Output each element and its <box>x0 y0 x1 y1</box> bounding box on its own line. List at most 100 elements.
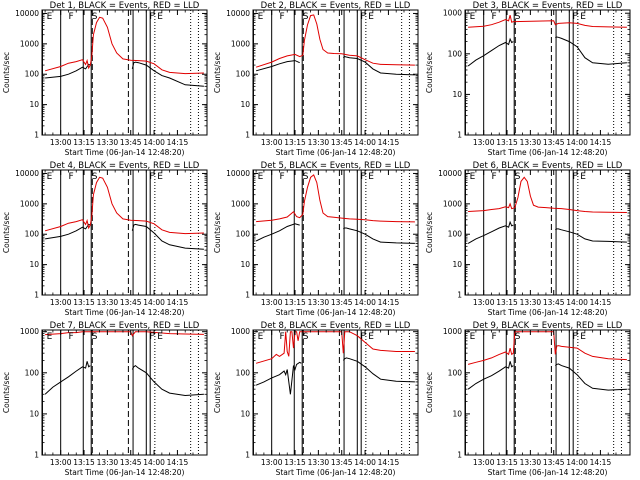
lld-series-line <box>255 14 415 68</box>
detector-panel-4: Det 4, BLACK = Events, RED = LLD Counts/s… <box>2 161 208 317</box>
y-tick-label: 1000 <box>20 327 39 336</box>
detector-panel-8: Det 8, BLACK = Events, RED = LLD Counts/s… <box>213 321 419 477</box>
x-tick-label: 14:15 <box>378 138 400 147</box>
x-tick-label: 14:00 <box>143 298 165 307</box>
y-axis-label: Counts/sec <box>425 52 434 93</box>
x-tick-label: 13:00 <box>261 138 283 147</box>
y-tick-label: 1 <box>245 451 250 460</box>
lld-series-line <box>256 174 415 223</box>
segment-markers <box>465 330 622 455</box>
panel-title: Det 5, BLACK = Events, RED = LLD <box>261 161 411 171</box>
segment-label: E <box>157 172 163 182</box>
plot-frame <box>41 9 208 136</box>
plot-frame <box>464 329 631 456</box>
events-series-line <box>467 220 627 244</box>
segment-label: F <box>360 172 365 182</box>
x-tick-label: 13:45 <box>331 138 353 147</box>
events-series-line <box>255 56 415 76</box>
x-tick-label: 13:15 <box>284 458 306 467</box>
panel-title: Det 6, BLACK = Events, RED = LLD <box>473 161 623 171</box>
segment-label: S <box>92 172 98 182</box>
y-tick-label: 10000 <box>438 169 462 178</box>
panel-title: Det 8, BLACK = Events, RED = LLD <box>261 321 411 331</box>
segment-label: S <box>92 12 98 22</box>
x-axis-label: Start Time (06-Jan-14 12:48:20) <box>488 468 608 477</box>
lld-series-line <box>45 331 204 337</box>
segment-label: E <box>470 172 476 182</box>
y-tick-label: 10 <box>452 90 462 99</box>
y-tick-label: 10 <box>452 409 462 418</box>
segment-label: F <box>279 332 284 342</box>
y-axis-label: Counts/sec <box>425 372 434 413</box>
y-tick-label: 10000 <box>226 9 250 18</box>
y-axis-label: Counts/sec <box>213 372 222 413</box>
events-series-line <box>255 223 415 244</box>
x-tick-label: 13:45 <box>120 298 142 307</box>
x-tick-label: 13:45 <box>331 458 353 467</box>
x-tick-label: 13:15 <box>73 458 95 467</box>
segment-label: S <box>303 172 309 182</box>
lld-series-line <box>44 176 204 235</box>
segment-label: E <box>258 12 264 22</box>
segment-label: F <box>149 12 154 22</box>
plot-frame <box>41 329 208 456</box>
segment-markers <box>253 330 410 455</box>
plot-frame <box>252 169 419 296</box>
events-series-line <box>45 61 204 87</box>
x-tick-label: 14:00 <box>143 138 165 147</box>
segment-markers <box>465 10 622 135</box>
y-tick-label: 100 <box>25 368 40 377</box>
segment-markers <box>465 170 622 295</box>
segment-label: S <box>515 12 521 22</box>
y-tick-label: 1 <box>245 291 250 300</box>
segment-label: E <box>47 12 53 22</box>
segment-label: F <box>68 332 73 342</box>
x-axis-label: Start Time (06-Jan-14 12:48:20) <box>276 148 396 157</box>
x-tick-label: 13:00 <box>473 138 495 147</box>
y-tick-label: 100 <box>448 49 463 58</box>
y-tick-label: 10000 <box>15 9 39 18</box>
segment-label: F <box>572 172 577 182</box>
y-tick-label: 10000 <box>15 169 39 178</box>
x-tick-label: 13:45 <box>543 298 565 307</box>
x-axis-label: Start Time (06-Jan-14 12:48:20) <box>488 148 608 157</box>
x-tick-label: 13:30 <box>97 458 119 467</box>
events-series-line <box>255 357 415 395</box>
panel-title: Det 7, BLACK = Events, RED = LLD <box>50 321 200 331</box>
segment-label: S <box>303 12 309 22</box>
y-tick-label: 10 <box>452 260 462 269</box>
y-tick-label: 100 <box>448 368 463 377</box>
x-tick-label: 13:15 <box>496 138 518 147</box>
events-series-line <box>44 361 204 397</box>
segment-label: F <box>68 12 73 22</box>
y-tick-label: 10 <box>240 100 250 109</box>
detector-panel-2: Det 2, BLACK = Events, RED = LLD Counts/s… <box>213 1 419 157</box>
segment-label: F <box>279 172 284 182</box>
x-tick-label: 13:15 <box>284 298 306 307</box>
segment-label: E <box>580 12 586 22</box>
y-axis-label: Counts/sec <box>213 52 222 93</box>
events-series-line <box>467 361 627 391</box>
x-tick-label: 14:15 <box>167 298 189 307</box>
segment-label: E <box>157 332 163 342</box>
x-tick-label: 14:15 <box>167 138 189 147</box>
segment-label: S <box>92 332 98 342</box>
segment-label: F <box>149 172 154 182</box>
detector-panel-6: Det 6, BLACK = Events, RED = LLD Counts/s… <box>425 161 631 317</box>
segment-label: E <box>157 12 163 22</box>
segment-label: S <box>515 172 521 182</box>
detector-panel-9: Det 9, BLACK = Events, RED = LLD Counts/s… <box>425 321 631 477</box>
y-tick-label: 1000 <box>231 199 250 208</box>
y-axis-label: Counts/sec <box>2 52 11 93</box>
y-tick-label: 10 <box>29 100 39 109</box>
y-tick-label: 1 <box>34 451 39 460</box>
lld-series-line <box>468 176 627 213</box>
x-tick-label: 14:15 <box>590 138 612 147</box>
y-tick-label: 1 <box>457 131 462 140</box>
lld-series-line <box>44 16 204 75</box>
lld-series-line <box>468 14 627 28</box>
detector-panel-5: Det 5, BLACK = Events, RED = LLD Counts/s… <box>213 161 419 317</box>
segment-label: F <box>491 172 496 182</box>
x-tick-label: 13:45 <box>120 138 142 147</box>
